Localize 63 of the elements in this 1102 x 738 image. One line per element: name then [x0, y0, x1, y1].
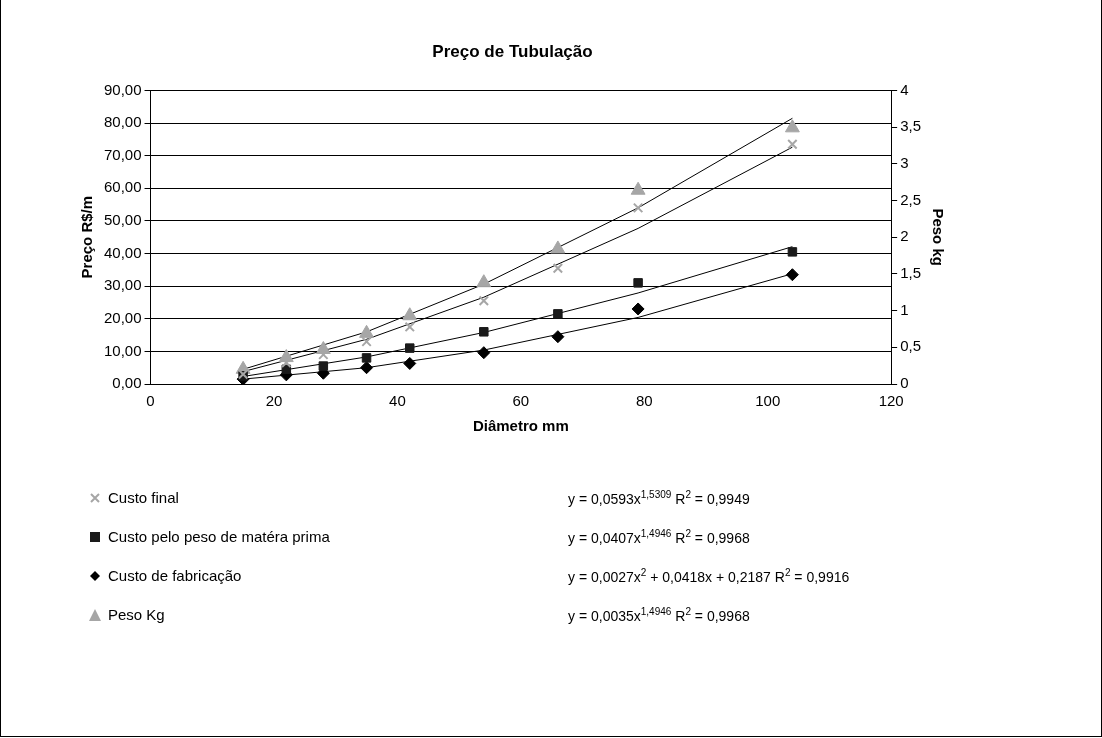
point — [553, 309, 563, 319]
legend-label: Peso Kg — [108, 606, 165, 623]
point — [633, 278, 643, 288]
point — [318, 361, 329, 371]
y-tick-label: 90,00 — [103, 80, 142, 98]
y-tick-label: 70,00 — [103, 145, 142, 163]
y-tick-label: 20,00 — [103, 308, 142, 326]
text: y = 0,0593x$^{1,5309}$ R$^{2}$ = 0,9949 — [568, 488, 750, 507]
text: y = 0,0035x$^{1,4946}$ R$^{2}$ = 0,9968 — [568, 605, 750, 624]
point — [479, 327, 489, 337]
y-tick-label: 30,00 — [103, 276, 142, 294]
point — [552, 262, 564, 274]
y2-tick-label: 0,5 — [900, 337, 922, 355]
text: y = 0,0407x$^{1,4946}$ R$^{2}$ = 0,9968 — [568, 527, 750, 546]
legend-label: Custo pelo peso de matéra prima — [108, 528, 330, 545]
point — [784, 119, 800, 133]
point — [361, 336, 372, 347]
point — [550, 240, 566, 254]
point — [631, 302, 645, 316]
legend-label: Custo final — [108, 489, 179, 506]
y2-tick-label: 3 — [900, 153, 909, 171]
y-tick-label: 0,00 — [112, 374, 142, 392]
point — [477, 346, 491, 360]
point — [405, 343, 415, 353]
text: y = 0,0027x$^{2}$ + 0,0418x + 0,2187 R$^{2}$ = 0,9916 — [568, 566, 850, 585]
x-tick-label: 20 — [265, 392, 283, 410]
legend-label: Custo de fabricação — [108, 567, 242, 584]
y-tick-label: 50,00 — [103, 211, 142, 229]
y-tick-label: 80,00 — [103, 113, 142, 131]
point — [403, 356, 417, 370]
y2-tick-label: 4 — [900, 80, 909, 98]
y-tick-label: 60,00 — [103, 178, 142, 196]
point — [630, 181, 646, 195]
point — [359, 324, 374, 338]
y2-axis-title: Peso kg — [929, 208, 947, 266]
x-tick-label: 100 — [755, 392, 781, 410]
y-tick-label: 10,00 — [103, 341, 142, 359]
y2-tick-label: 3,5 — [900, 117, 922, 135]
point — [361, 353, 372, 363]
point — [632, 202, 644, 214]
y2-tick-label: 2 — [900, 227, 909, 245]
y2-tick-label: 2,5 — [900, 190, 922, 208]
y2-tick-label: 0 — [900, 374, 909, 392]
point — [360, 361, 374, 375]
x-tick-label: 60 — [512, 392, 530, 410]
point — [787, 247, 798, 257]
point — [785, 268, 799, 282]
x-axis-title: Diâmetro mm — [472, 417, 569, 435]
point — [787, 138, 798, 150]
x-tick-label: 0 — [146, 392, 155, 410]
point — [551, 330, 565, 344]
y2-tick-label: 1,5 — [900, 264, 922, 282]
point — [404, 321, 415, 333]
point — [476, 274, 492, 288]
point — [402, 307, 418, 321]
x-tick-label: 120 — [878, 392, 904, 410]
y2-tick-label: 1 — [900, 300, 909, 318]
y-axis-title: Preço R$/m — [78, 195, 96, 279]
chart-title: Preço de Tubulação — [432, 41, 593, 61]
x-tick-label: 80 — [635, 392, 653, 410]
x-tick-label: 40 — [389, 392, 406, 410]
y-tick-label: 40,00 — [103, 243, 142, 261]
point — [478, 295, 490, 307]
